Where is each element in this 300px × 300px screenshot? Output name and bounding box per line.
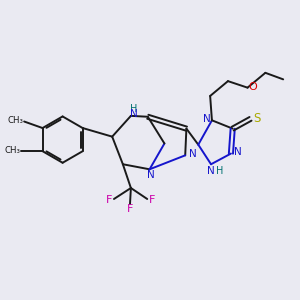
Text: H: H [216,166,223,176]
Text: N: N [203,114,211,124]
Text: H: H [130,104,137,114]
Text: N: N [234,147,241,157]
Text: F: F [149,195,156,205]
Text: N: N [130,110,138,119]
Text: F: F [105,195,112,205]
Text: O: O [248,82,257,92]
Text: CH₃: CH₃ [5,146,21,155]
Text: CH₃: CH₃ [8,116,24,125]
Text: N: N [207,166,214,176]
Text: S: S [253,112,260,125]
Text: N: N [147,170,155,180]
Text: N: N [189,149,196,159]
Text: F: F [127,204,133,214]
